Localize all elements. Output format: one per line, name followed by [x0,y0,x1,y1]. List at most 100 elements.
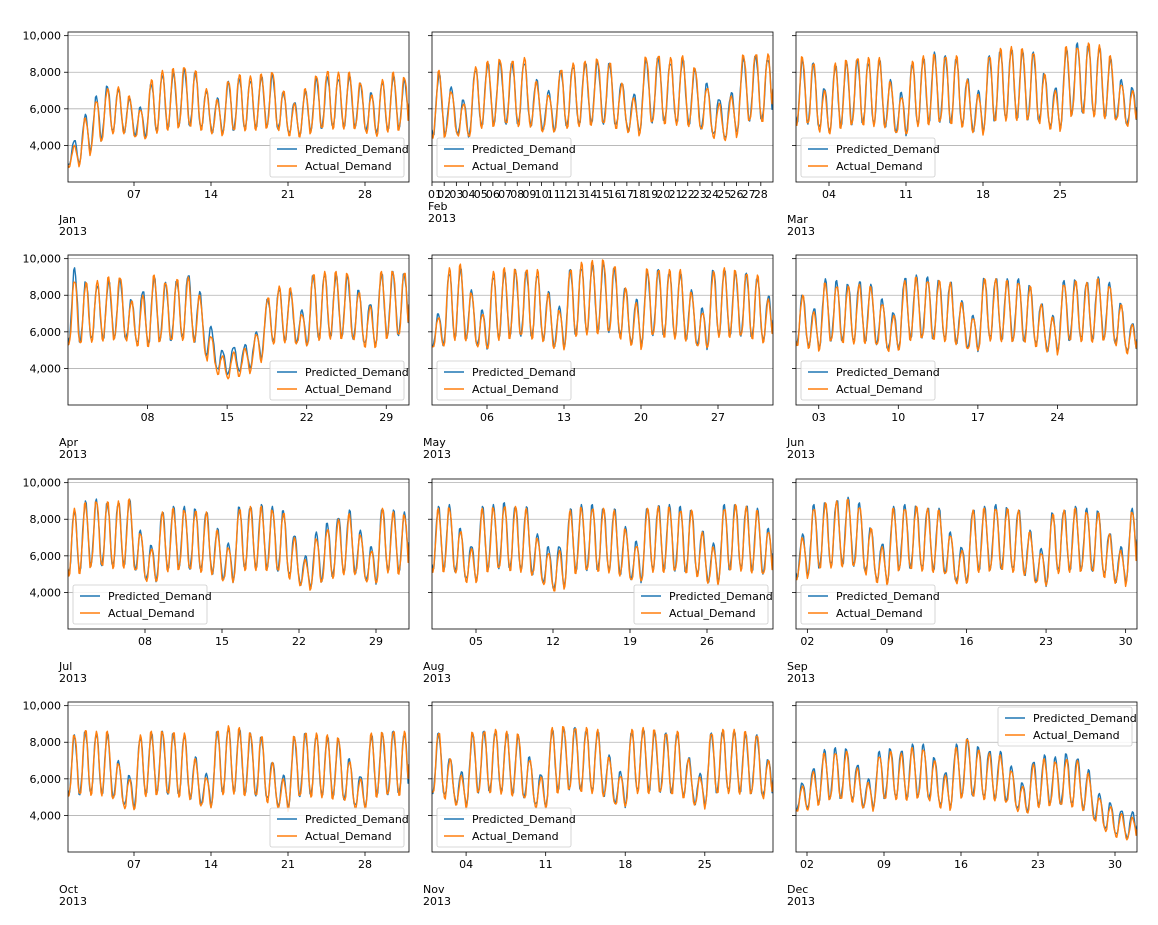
month-label: Jul [58,660,72,673]
x-tick-label: 04 [462,188,476,201]
series-group [68,67,409,169]
x-tick-label: 02 [800,635,814,648]
month-label: Feb [428,200,447,213]
x-tick-label: 21 [281,188,295,201]
legend-box [800,584,936,625]
series-group [68,725,409,813]
x-tick-label: 13 [557,411,571,424]
legend-predicted-label: Predicted_Demand [836,366,940,379]
x-tick-label: 18 [618,858,632,871]
year-label: 2013 [423,895,451,908]
legend-actual-label: Actual_Demand [305,160,392,173]
x-tick-label: 17 [971,411,985,424]
y-tick-label: 6,000 [30,103,62,116]
x-tick-label: 07 [498,188,512,201]
month-label: Sep [787,660,808,673]
legend-predicted-label: Predicted_Demand [305,813,409,826]
series-group [796,42,1137,137]
x-tick-label: 15 [596,188,610,201]
x-tick-label: 22 [681,188,695,201]
subplot-frame [67,478,410,630]
year-label: 2013 [787,672,815,685]
x-tick-label: 19 [644,188,658,201]
legend-box [436,807,572,848]
x-tick-label: 20 [634,411,648,424]
series-group [432,502,773,592]
x-tick-label: 18 [632,188,646,201]
legend: Predicted_Demand Actual_Demand [269,137,409,178]
x-tick-label: 11 [547,188,561,201]
y-tick-label: 4,000 [30,809,62,822]
actual-demand-line [796,498,1137,588]
legend-box [436,137,572,178]
legend-predicted-label: Predicted_Demand [305,143,409,156]
x-tick-label: 03 [449,188,463,201]
legend: Predicted_Demand Actual_Demand [436,360,576,401]
actual-demand-line [432,503,773,592]
y-tick-label: 8,000 [30,736,62,749]
actual-demand-line [432,259,773,351]
legend-predicted-label: Predicted_Demand [108,590,212,603]
y-tick-label: 10,000 [23,30,62,43]
x-tick-label: 26 [729,188,743,201]
x-tick-label: 12 [546,635,560,648]
subplot-frame [795,31,1138,183]
y-tick-label: 8,000 [30,66,62,79]
y-tick-label: 4,000 [30,139,62,152]
legend-box [72,584,208,625]
legend-predicted-label: Predicted_Demand [1033,712,1137,725]
subplot-frame [67,701,410,853]
legend: Predicted_Demand Actual_Demand [436,137,576,178]
x-tick-label: 08 [141,411,155,424]
y-tick-label: 10,000 [23,253,62,266]
legend-actual-label: Actual_Demand [472,830,559,843]
month-label: Nov [423,883,445,896]
x-tick-label: 18 [976,188,990,201]
x-tick-label: 15 [215,635,229,648]
x-tick-label: 30 [1108,858,1122,871]
actual-demand-line [68,725,409,813]
legend-actual-label: Actual_Demand [305,383,392,396]
legend-box [269,137,405,178]
legend-predicted-label: Predicted_Demand [472,366,576,379]
x-tick-label: 16 [960,635,974,648]
legend-box [997,706,1133,747]
legend: Predicted_Demand Actual_Demand [436,807,576,848]
legend-actual-label: Actual_Demand [108,607,195,620]
legend-predicted-label: Predicted_Demand [305,366,409,379]
x-tick-label: 10 [535,188,549,201]
x-tick-label: 20 [656,188,670,201]
x-tick-label: 16 [954,858,968,871]
x-tick-label: 25 [717,188,731,201]
legend: Predicted_Demand Actual_Demand [269,807,409,848]
legend-predicted-label: Predicted_Demand [836,143,940,156]
actual-demand-line [432,726,773,811]
legend: Predicted_Demand Actual_Demand [72,584,212,625]
x-tick-label: 04 [459,858,473,871]
x-tick-label: 06 [480,411,494,424]
legend-actual-label: Actual_Demand [836,160,923,173]
x-tick-label: 09 [522,188,536,201]
legend-box [436,360,572,401]
legend: Predicted_Demand Actual_Demand [800,584,940,625]
x-tick-label: 28 [358,858,372,871]
actual-demand-line [68,270,409,380]
legend-box [269,807,405,848]
legend-box [800,360,936,401]
x-tick-label: 14 [204,858,218,871]
subplot-frame [431,254,774,406]
subplot-frame [67,31,410,183]
x-tick-label: 07 [127,858,141,871]
legend: Predicted_Demand Actual_Demand [800,137,940,178]
x-tick-label: 28 [358,188,372,201]
subplot-frame [795,701,1138,853]
x-tick-label: 07 [127,188,141,201]
x-tick-label: 21 [669,188,683,201]
